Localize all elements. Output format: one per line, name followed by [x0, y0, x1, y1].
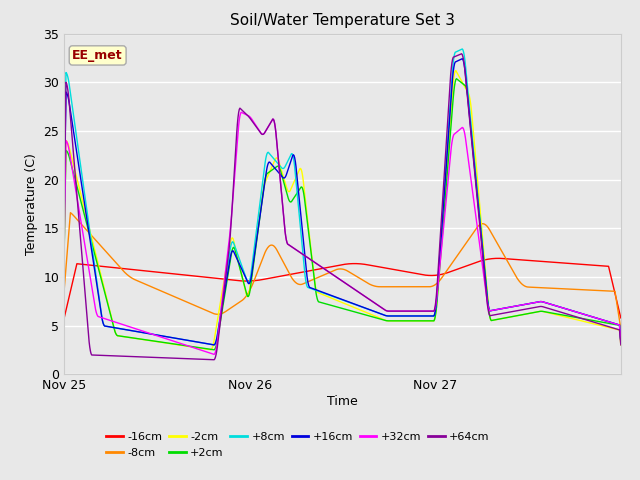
Text: EE_met: EE_met — [72, 49, 123, 62]
X-axis label: Time: Time — [327, 395, 358, 408]
Y-axis label: Temperature (C): Temperature (C) — [25, 153, 38, 255]
Legend: -16cm, -8cm, -2cm, +2cm, +8cm, +16cm, +32cm, +64cm: -16cm, -8cm, -2cm, +2cm, +8cm, +16cm, +3… — [102, 428, 494, 462]
Title: Soil/Water Temperature Set 3: Soil/Water Temperature Set 3 — [230, 13, 455, 28]
